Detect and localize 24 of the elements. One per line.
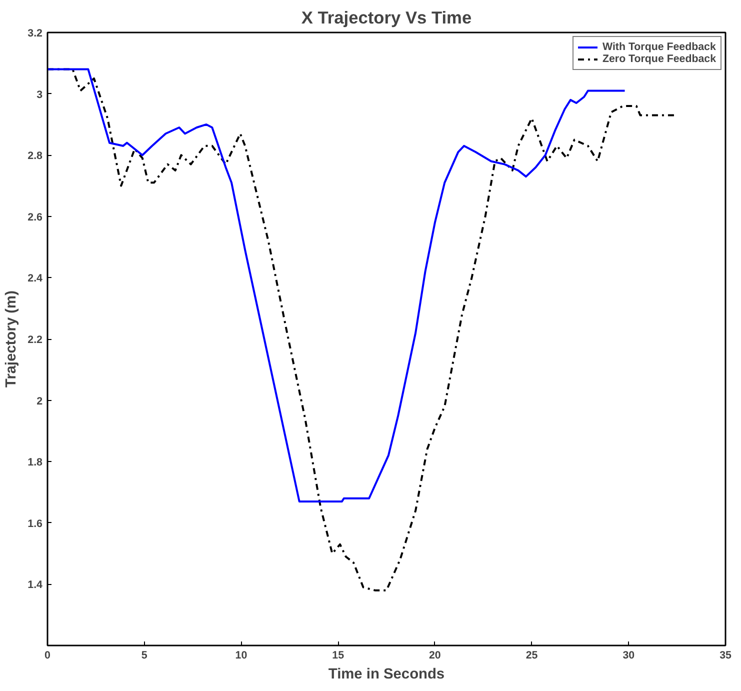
x-tick-label: 30	[622, 650, 635, 662]
y-tick-label: 2.6	[28, 211, 43, 224]
x-tick-label: 25	[526, 650, 538, 662]
x-tick-label: 10	[235, 650, 248, 662]
y-tick-label: 2.8	[28, 150, 43, 162]
x-tick-label: 15	[332, 650, 344, 662]
y-tick-label: 2	[36, 395, 43, 408]
line-series	[48, 68, 626, 502]
y-tick-label: 1.4	[28, 579, 43, 592]
x-axis-title: Time in Seconds	[328, 666, 445, 682]
x-tick-label: 35	[720, 650, 732, 662]
y-axis-title: Trajectory (m)	[4, 290, 20, 388]
x-tick-label: 5	[141, 650, 148, 662]
legend-label: Zero Torque Feedback	[602, 53, 716, 65]
y-tick-label: 3	[36, 88, 43, 101]
y-tick-label: 1.6	[28, 518, 43, 530]
legend-label: With Torque Feedback	[602, 41, 716, 53]
y-tick-label: 1.8	[28, 456, 43, 469]
y-tick-label: 3.2	[28, 28, 43, 40]
y-tick-label: 2.4	[28, 272, 43, 285]
y-tick-label: 2.2	[28, 334, 43, 346]
chart-title: X Trajectory Vs Time	[301, 8, 472, 28]
x-tick-label: 0	[44, 650, 51, 662]
x-tick-label: 20	[429, 650, 441, 662]
